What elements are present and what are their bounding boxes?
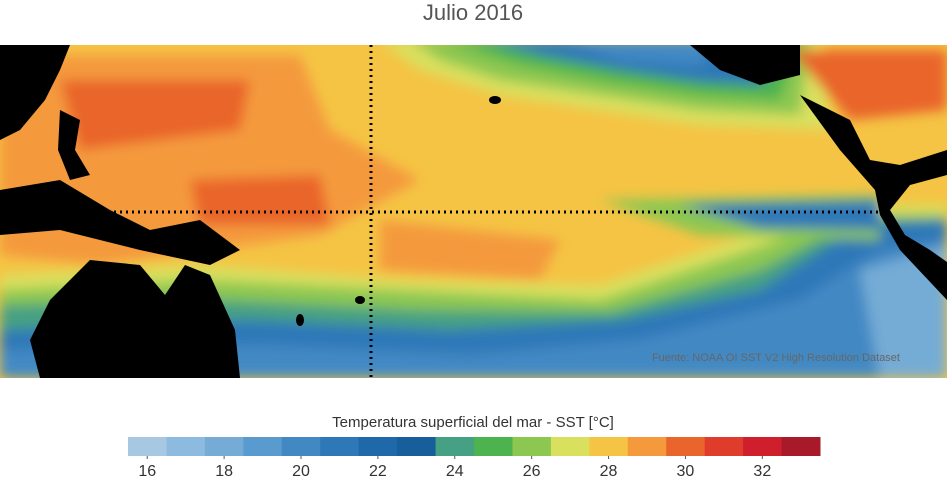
colorbar-tick-label: 28 xyxy=(600,463,618,480)
sst-map: Fuente: NOAA OI SST V2 High Resolution D… xyxy=(0,45,947,378)
colorbar-tick-label: 20 xyxy=(292,463,310,480)
colorbar-cell xyxy=(589,437,629,456)
colorbar-tick-label: 16 xyxy=(138,463,156,480)
colorbar-cell xyxy=(281,437,321,456)
title: Julio 2016 xyxy=(423,0,523,25)
colorbar-cell xyxy=(704,437,744,456)
colorbar-tick-label: 22 xyxy=(369,463,387,480)
colorbar-cell xyxy=(243,437,283,456)
colorbar-cell xyxy=(320,437,360,456)
colorbar-cell xyxy=(743,437,783,456)
colorbar-cell xyxy=(435,437,475,456)
colorbar-cell xyxy=(128,437,167,456)
colorbar-cell xyxy=(474,437,513,456)
source-note: Fuente: NOAA OI SST V2 High Resolution D… xyxy=(652,352,900,364)
colorbar-tick-label: 30 xyxy=(677,463,695,480)
colorbar-cell xyxy=(666,437,706,456)
colorbar-cell xyxy=(358,437,398,456)
colorbar: 16 18 20 22 24 26 28 30 32 xyxy=(128,437,821,480)
colorbar-tick-label: 26 xyxy=(523,463,541,480)
colorbar-cell xyxy=(512,437,552,456)
colorbar-cell xyxy=(781,437,821,456)
land xyxy=(0,45,947,378)
colorbar-tick-label: 18 xyxy=(215,463,233,480)
colorbar-cell xyxy=(204,437,244,456)
colorbar-cell xyxy=(397,437,437,456)
colorbar-cell xyxy=(627,437,667,456)
colorbar-tick-label: 32 xyxy=(753,463,771,480)
colorbar-label: Temperatura superficial del mar - SST [°… xyxy=(332,414,614,431)
colorbar-tick-label: 24 xyxy=(446,463,464,480)
colorbar-cell xyxy=(166,437,206,456)
colorbar-cell xyxy=(550,437,590,456)
